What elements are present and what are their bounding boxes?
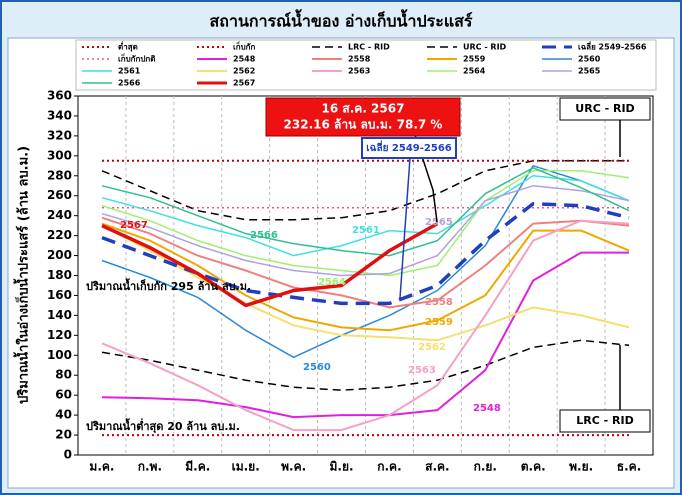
legend-label: 2559 [463, 55, 486, 64]
x-tick-label: มิ.ย. [330, 460, 354, 474]
legend-label: 2562 [233, 67, 255, 76]
urc-label: URC - RID [575, 102, 634, 115]
series-line [101, 251, 629, 419]
x-tick-label: มี.ค. [185, 460, 210, 474]
y-tick-label: 100 [47, 348, 72, 362]
latest-box [265, 97, 461, 137]
y-tick-label: 200 [47, 248, 72, 262]
series-label: 2562 [418, 342, 446, 353]
y-tick-label: 20 [55, 428, 72, 442]
series-label: 2548 [473, 403, 501, 414]
legend-label: 2564 [463, 67, 486, 76]
series-line [101, 339, 630, 391]
legend-label: 2567 [233, 79, 255, 88]
x-tick-label: ก.ค. [377, 460, 401, 474]
average-box [361, 137, 457, 159]
legend-label: URC - RID [463, 43, 507, 52]
x-tick-label: ม.ค. [89, 460, 114, 474]
min-note: ปริมาณน้ำต่ำสุด 20 ล้าน ลบ.ม. [86, 418, 240, 434]
y-tick-label: 40 [55, 408, 72, 422]
legend-label: 2563 [348, 67, 370, 76]
legend-label: ต่ำสุด [118, 41, 138, 53]
lrc-label: LRC - RID [576, 414, 633, 427]
series-label: 2565 [425, 217, 453, 228]
x-tick-label: ส.ค. [425, 460, 449, 474]
y-tick-label: 320 [47, 128, 72, 142]
y-tick-label: 220 [47, 228, 72, 242]
legend-label: 2558 [348, 55, 371, 64]
series-label: 2559 [425, 317, 453, 328]
y-tick-label: 80 [55, 368, 72, 382]
y-tick-label: 260 [47, 188, 72, 202]
y-tick-label: 160 [47, 288, 72, 302]
urc-box [559, 97, 651, 121]
series-label: 2563 [408, 365, 436, 376]
series-line [101, 185, 630, 277]
x-tick-label: ก.ย. [474, 460, 497, 474]
y-axis-label: ปริมาณน้ำในอ่างเก็บน้ำประแสร์ (ล้าน ลบ.ม… [13, 146, 32, 404]
pointer [399, 157, 411, 299]
series-line [101, 222, 630, 332]
legend-label: 2565 [578, 67, 601, 76]
x-tick-label: ก.พ. [138, 460, 162, 474]
series-line [101, 175, 630, 257]
y-tick-label: 360 [47, 89, 72, 103]
x-tick-label: ธ.ค. [617, 460, 641, 474]
legend-label: เฉลี่ย 2549-2566 [578, 41, 647, 52]
legend-label: 2548 [233, 55, 256, 64]
lrc-box [559, 409, 651, 433]
series-label: 2561 [352, 225, 380, 236]
series-label: 2564 [318, 277, 346, 288]
legend-label: เก็บกัก [233, 41, 256, 52]
series-line [101, 160, 629, 221]
series-line [101, 224, 630, 342]
y-tick-label: 180 [47, 268, 72, 282]
latest-volume: 232.16 ล้าน ลบ.ม. 78.7 % [284, 118, 443, 132]
legend-label: LRC - RID [348, 43, 390, 52]
latest-date: 16 ส.ค. 2567 [322, 102, 405, 116]
x-tick-label: เม.ย. [232, 460, 260, 474]
storage-note: ปริมาณน้ำเก็บกัก 295 ล้าน ลบ.ม. [86, 278, 251, 293]
y-tick-label: 240 [47, 208, 72, 222]
y-tick-label: 0 [64, 448, 72, 462]
series-line [101, 167, 630, 257]
legend-label: เก็บกักปกติ [118, 53, 155, 64]
legend-label: 2566 [118, 79, 141, 88]
x-tick-label: พ.ค. [281, 460, 306, 474]
y-tick-label: 280 [47, 168, 72, 182]
series-label: 2558 [425, 297, 453, 308]
y-tick-label: 60 [55, 388, 72, 402]
x-tick-label: ต.ค. [521, 460, 546, 474]
chart-title: สถานการณ์น้ำของ อ่างเก็บน้ำประแสร์ [210, 9, 473, 31]
y-tick-label: 300 [47, 148, 72, 162]
series-line [101, 222, 439, 308]
legend-label: 2561 [118, 67, 141, 76]
series-line [101, 216, 630, 309]
series-label: 2560 [303, 362, 331, 373]
legend-box [75, 39, 657, 91]
x-tick-label: พ.ย. [569, 460, 593, 474]
average-label: เฉลี่ย 2549-2566 [366, 140, 452, 154]
y-tick-label: 120 [47, 328, 72, 342]
y-tick-label: 140 [47, 308, 72, 322]
series-line [101, 165, 630, 359]
series-label: 2566 [250, 230, 278, 241]
legend-label: 2560 [578, 55, 601, 64]
series-line [101, 219, 630, 432]
y-tick-label: 340 [47, 108, 72, 122]
series-label: 2567 [120, 220, 148, 231]
